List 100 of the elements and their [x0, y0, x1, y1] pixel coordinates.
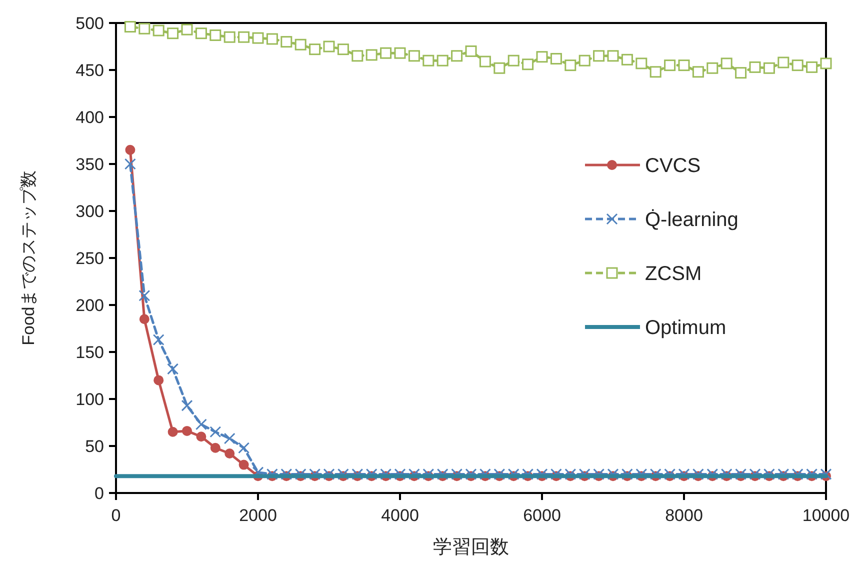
point — [664, 468, 676, 480]
point — [550, 468, 562, 480]
point — [494, 468, 506, 480]
point — [720, 468, 732, 480]
point — [280, 468, 292, 480]
point — [124, 158, 136, 170]
point — [167, 28, 179, 40]
y-tick-label: 500 — [76, 14, 104, 33]
point — [195, 418, 207, 430]
point — [593, 468, 605, 480]
point — [820, 468, 832, 480]
point — [607, 50, 619, 62]
x-tick-label: 8000 — [665, 506, 703, 525]
y-tick-label: 50 — [85, 437, 104, 456]
point — [706, 468, 718, 480]
point — [309, 468, 321, 480]
point — [210, 426, 222, 438]
point — [238, 442, 250, 454]
point — [479, 468, 491, 480]
point — [139, 314, 150, 324]
x-axis-title: 学習回数 — [433, 537, 509, 558]
point — [352, 468, 364, 480]
point — [778, 56, 790, 68]
point — [436, 54, 448, 66]
y-tick-label: 100 — [76, 390, 104, 409]
point — [352, 50, 364, 62]
point — [451, 50, 463, 62]
point — [210, 29, 222, 41]
point — [408, 468, 420, 480]
point — [196, 432, 206, 442]
point — [394, 47, 406, 59]
point — [621, 468, 633, 480]
point — [152, 334, 164, 346]
point — [735, 67, 747, 79]
point — [820, 58, 832, 70]
point — [763, 468, 775, 480]
point — [621, 54, 633, 66]
point — [436, 468, 448, 480]
point — [138, 290, 150, 302]
point — [394, 468, 406, 480]
y-tick-label: 250 — [76, 249, 104, 268]
point — [210, 442, 220, 453]
point — [266, 33, 278, 45]
y-tick-label: 300 — [76, 202, 104, 221]
point — [309, 44, 321, 56]
point — [366, 49, 378, 61]
point — [792, 468, 804, 480]
point — [536, 468, 548, 480]
point — [323, 40, 335, 52]
point — [650, 66, 662, 78]
point — [182, 426, 192, 436]
x-tick-label: 4000 — [381, 506, 419, 525]
point — [154, 375, 164, 386]
point — [508, 54, 520, 66]
point — [266, 468, 278, 480]
point — [564, 60, 576, 72]
point — [636, 58, 648, 70]
y-tick-label: 200 — [76, 296, 104, 315]
point — [578, 54, 590, 66]
point — [280, 36, 292, 48]
y-axis-title: Foodまでのステップ数 — [19, 170, 38, 346]
y-tick-label: 400 — [76, 108, 104, 127]
point — [125, 144, 136, 155]
point — [366, 468, 378, 480]
legend-label: Optimum — [645, 317, 726, 339]
x-tick-label: 2000 — [239, 506, 277, 525]
point — [692, 66, 704, 78]
point — [408, 50, 420, 62]
point — [522, 58, 534, 70]
point — [167, 363, 179, 375]
legend-label: CVCS — [645, 155, 701, 177]
point — [323, 468, 335, 480]
point — [479, 56, 491, 68]
point — [380, 47, 392, 59]
point — [294, 38, 306, 50]
point — [124, 21, 136, 33]
point — [636, 468, 648, 480]
point — [195, 28, 207, 40]
point — [152, 24, 164, 36]
point — [706, 62, 718, 74]
point — [294, 468, 306, 480]
point — [337, 44, 349, 56]
point — [806, 61, 818, 73]
point — [650, 468, 662, 480]
point — [564, 468, 576, 480]
point — [181, 400, 193, 412]
x-tick-label: 10000 — [802, 506, 850, 525]
point — [380, 468, 392, 480]
point — [168, 426, 178, 437]
point — [593, 50, 605, 62]
point — [550, 52, 562, 64]
point — [607, 468, 619, 480]
point — [224, 31, 236, 43]
point — [337, 468, 349, 480]
point — [578, 468, 590, 480]
point — [522, 468, 534, 480]
point — [451, 468, 463, 480]
point — [792, 60, 804, 72]
point — [508, 468, 520, 480]
legend-label: Q̇-learning — [645, 208, 738, 231]
